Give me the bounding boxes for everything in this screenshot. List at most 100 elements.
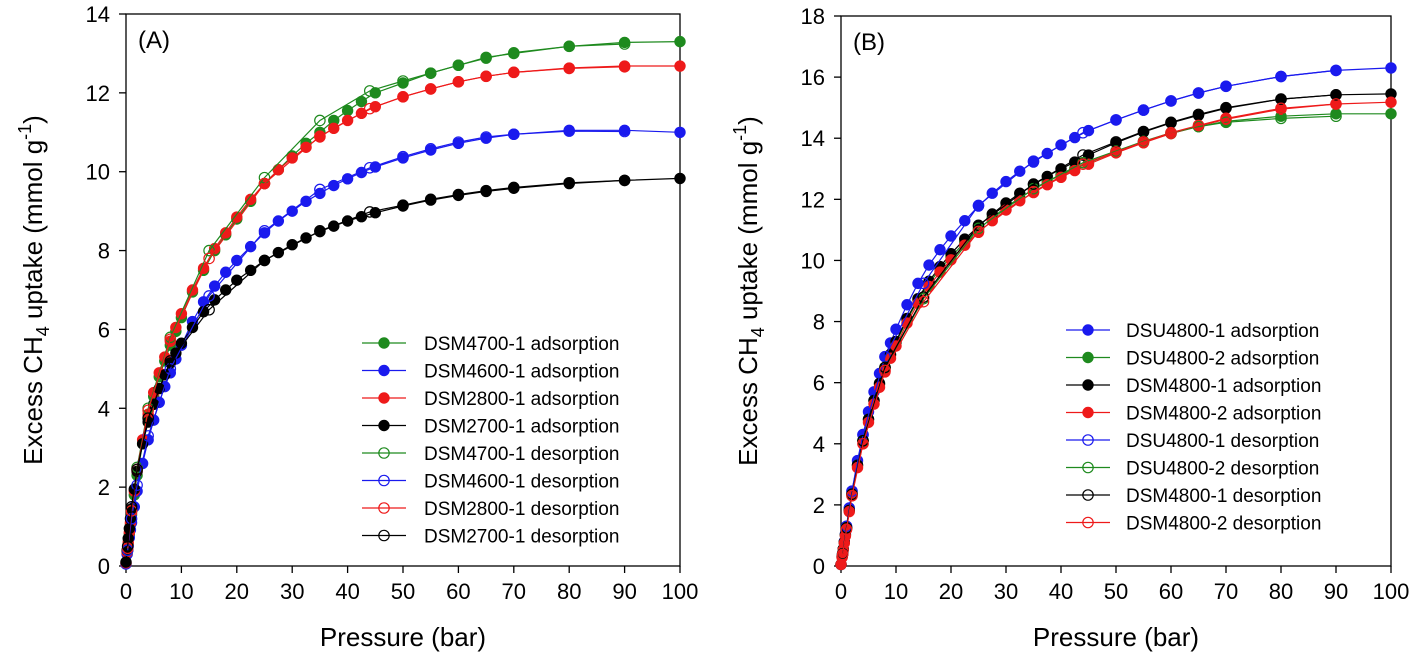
data-point <box>563 62 575 75</box>
data-point <box>972 219 985 232</box>
data-point <box>857 437 869 450</box>
legend-marker <box>378 529 390 542</box>
data-point <box>879 361 891 374</box>
data-point <box>397 91 409 103</box>
data-point <box>142 412 154 424</box>
data-point <box>272 164 285 176</box>
y-axis-label: Excess CH4 uptake (mmol g-1) <box>730 116 768 466</box>
panel-b: 0 10 20 30 40 50 60 70 80 90 100 0 2 4 6 8 10 12 14 16 18 Pre… <box>730 4 1409 652</box>
series-line <box>127 130 625 551</box>
x-tick-label: 80 <box>557 579 581 604</box>
data-point <box>1385 108 1397 120</box>
legend-label: DSU4800-1 adsorption <box>1126 321 1319 342</box>
legend-label: DSM4700-1 desorption <box>424 444 619 465</box>
data-point <box>1220 112 1232 125</box>
y-tick-label: 4 <box>813 432 825 457</box>
data-point <box>1000 175 1012 188</box>
data-point <box>1330 108 1342 120</box>
x-tick-label: 70 <box>502 579 526 604</box>
x-tick-label: 0 <box>120 579 132 604</box>
data-point <box>164 333 177 346</box>
x-tick-label: 80 <box>1269 579 1293 604</box>
legend-entry: DSM2700-1 desorption <box>362 527 619 548</box>
data-point <box>934 244 946 256</box>
legend-label: DSU4800-1 desorption <box>1126 431 1319 452</box>
data-point <box>203 252 215 265</box>
data-point <box>1385 62 1397 74</box>
legend-label: DSU4800-2 adsorption <box>1126 349 1319 370</box>
data-point <box>1137 104 1150 116</box>
data-point <box>363 161 376 174</box>
data-point <box>563 40 575 53</box>
y-tick-label: 10 <box>801 248 825 273</box>
data-point <box>1165 95 1177 107</box>
y-tick-label: 16 <box>801 65 825 90</box>
legend-marker <box>1082 489 1094 501</box>
legend-label: DSU4800-2 desorption <box>1126 459 1319 480</box>
legend-marker <box>378 364 390 377</box>
series-line <box>127 66 625 549</box>
data-point <box>258 177 271 190</box>
data-point <box>231 274 243 286</box>
legend-entry: DSM4800-1 desorption <box>1066 486 1321 507</box>
data-point <box>923 259 935 271</box>
legend-label: DSM4800-2 desorption <box>1126 514 1321 535</box>
legend-marker <box>378 392 390 404</box>
data-point <box>314 225 326 237</box>
data-point <box>363 85 376 97</box>
data-point <box>397 199 409 212</box>
legend-entry: DSU4800-2 adsorption <box>1066 349 1319 370</box>
x-tick-label: 60 <box>1159 579 1183 604</box>
data-point <box>452 76 465 88</box>
data-point <box>424 143 437 155</box>
data-point <box>507 181 520 194</box>
data-point <box>286 152 298 164</box>
data-point <box>507 66 520 79</box>
data-point <box>1110 114 1122 126</box>
data-point <box>131 479 143 491</box>
series-line <box>842 103 1337 555</box>
data-point <box>1275 102 1287 115</box>
legend-label: DSM2800-1 adsorption <box>424 389 619 410</box>
data-point <box>674 172 686 185</box>
data-point <box>203 303 215 316</box>
data-point <box>258 254 271 267</box>
data-point <box>424 67 437 79</box>
data-point <box>1027 178 1040 190</box>
data-point <box>363 102 376 115</box>
data-point <box>220 227 232 239</box>
y-tick-label: 6 <box>98 317 110 342</box>
data-point <box>142 404 154 417</box>
legend-marker <box>378 502 390 514</box>
data-point <box>840 523 853 536</box>
y-tick-label: 14 <box>801 126 825 151</box>
data-point <box>618 174 631 187</box>
y-tick-label: 14 <box>86 2 110 27</box>
x-tick-label: 30 <box>994 579 1018 604</box>
data-point <box>1027 185 1040 198</box>
x-tick-label: 40 <box>1049 579 1073 604</box>
y-tick-label: 12 <box>801 187 825 212</box>
series-dsm2700-1-desorption <box>121 174 631 553</box>
data-point <box>424 193 437 206</box>
legend-marker <box>378 419 390 432</box>
series-dsm4800-2-desorption <box>836 98 1342 561</box>
data-point <box>452 59 465 72</box>
data-point <box>563 176 575 189</box>
panel-a: 0 10 20 30 40 50 60 70 80 90 100 0 2 4 6 8 10 12 14 Pressur… <box>15 2 698 652</box>
data-point <box>674 60 686 72</box>
data-point <box>507 47 520 60</box>
data-point <box>1110 146 1122 158</box>
x-tick-label: 50 <box>391 579 415 604</box>
legend-entry: DSM2800-1 adsorption <box>362 389 619 410</box>
x-tick-label: 70 <box>1214 579 1238 604</box>
data-point <box>480 131 492 143</box>
data-point <box>480 70 492 83</box>
data-point <box>231 254 243 267</box>
data-point <box>507 128 520 141</box>
x-tick-label: 50 <box>1104 579 1128 604</box>
data-point <box>314 130 326 143</box>
data-point <box>363 206 376 218</box>
data-point <box>1275 93 1287 105</box>
